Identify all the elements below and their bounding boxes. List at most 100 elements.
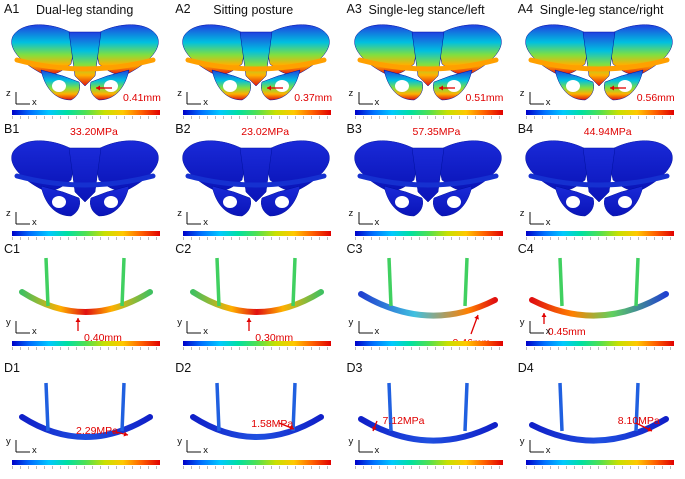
color-scale-ticks — [12, 346, 160, 350]
axis-label-horizontal: x — [32, 445, 37, 457]
axis-label-vertical: y — [177, 316, 182, 328]
panel-label: D2 — [175, 361, 192, 376]
panel-label: C3 — [346, 241, 363, 256]
peak-value: 2.29MPa — [76, 425, 119, 438]
panel-a1: A1 Dual-leg standing 0.41mm z x — [0, 0, 171, 120]
arrow-head — [541, 312, 547, 317]
color-scale-bar — [183, 110, 332, 115]
pelvis-model — [353, 24, 502, 101]
plate-model — [357, 383, 498, 444]
color-scale-bar — [354, 230, 503, 236]
axis-label-vertical: y — [519, 436, 525, 448]
axis-label-vertical: z — [519, 207, 525, 219]
axis-label-horizontal: x — [203, 97, 208, 108]
color-scale-bar — [183, 230, 332, 236]
axis-label-horizontal: x — [545, 97, 551, 108]
axis-label-horizontal: x — [374, 445, 380, 457]
axis-label-vertical: y — [348, 436, 354, 448]
color-scale-ticks — [354, 236, 503, 240]
arrow-head — [609, 85, 614, 91]
pelvis-model — [11, 140, 159, 217]
axis-label-vertical: y — [6, 436, 11, 448]
pelvis-model — [182, 24, 330, 101]
color-scale-bar — [12, 230, 160, 236]
peak-value: 0.37mm — [294, 92, 333, 104]
panel-title: Single-leg stance/right — [539, 3, 664, 17]
axis-label-vertical: z — [519, 88, 525, 99]
panel-label: A1 — [4, 2, 20, 16]
pelvis-model — [11, 24, 159, 101]
plate-model — [19, 383, 153, 441]
panel-graphic — [186, 257, 325, 333]
panel-label: B2 — [175, 121, 191, 136]
axis-label-vertical: z — [6, 88, 11, 99]
axis-label-horizontal: x — [32, 97, 37, 108]
panel-label: D3 — [346, 361, 363, 376]
arrow-head — [647, 427, 652, 432]
axis-label-vertical: z — [177, 207, 182, 219]
panel-c4: C4 0.45mm y x — [514, 240, 685, 360]
panel-graphic — [353, 140, 502, 225]
axis-label-vertical: y — [519, 316, 525, 328]
peak-value: 33.20MPa — [70, 125, 118, 138]
peak-value: 7.12MPa — [382, 415, 425, 428]
arrow-head — [96, 85, 100, 91]
arrow-head — [75, 317, 81, 322]
panel-b2: B2 23.02MPa z x — [171, 120, 342, 240]
color-scale-bar — [525, 460, 674, 466]
panel-d4: D4 8.10MPa y x — [514, 359, 685, 479]
peak-value: 8.10MPa — [617, 415, 660, 428]
color-scale-bar — [525, 230, 674, 236]
axis-label-horizontal: x — [374, 216, 380, 228]
panel-b1: B1 33.20MPa z x — [0, 120, 171, 240]
arrow-head — [438, 85, 443, 91]
axis-label-horizontal: x — [374, 97, 380, 108]
panel-b3: B3 57.35MPa z x — [343, 120, 514, 240]
pelvis-model — [353, 140, 502, 217]
panel-graphic — [11, 24, 159, 105]
plate-model — [19, 257, 153, 315]
panel-title: Single-leg stance/left — [368, 3, 485, 17]
panel-graphic — [182, 140, 330, 225]
color-scale-ticks — [354, 346, 503, 350]
color-scale-bar — [525, 110, 674, 115]
axis-label-horizontal: x — [374, 325, 380, 337]
peak-value: 44.94MPa — [583, 125, 632, 138]
panel-graphic — [528, 257, 669, 333]
color-scale-bar — [354, 460, 503, 466]
panel-title: Sitting posture — [213, 3, 294, 17]
plate-model — [528, 257, 669, 319]
panel-graphic — [11, 140, 159, 225]
color-scale-ticks — [525, 116, 674, 119]
panel-graphic — [182, 24, 330, 105]
axis-label-vertical: z — [348, 207, 354, 219]
axis-label-vertical: z — [177, 88, 182, 99]
panel-graphic — [525, 140, 673, 225]
panel-d2: D2 1.58MPa y x — [171, 359, 342, 479]
color-scale-ticks — [183, 116, 332, 119]
panel-label: B1 — [4, 121, 20, 136]
axis-label-vertical: z — [6, 207, 11, 219]
arrow-head — [289, 425, 295, 431]
panel-c2: C2 0.30mm y x — [171, 240, 342, 360]
panel-graphic — [357, 383, 498, 453]
panel-label: D4 — [517, 361, 534, 376]
color-scale-ticks — [183, 346, 332, 350]
color-scale-bar — [12, 110, 160, 115]
panel-label: B3 — [346, 121, 362, 136]
axis-label-vertical: y — [177, 436, 182, 448]
axis-label-horizontal: x — [203, 325, 208, 337]
color-scale-ticks — [12, 466, 160, 470]
panel-graphic — [525, 24, 673, 105]
peak-value: 23.02MPa — [241, 125, 290, 138]
plate-model — [190, 383, 325, 441]
axis-label-horizontal: x — [32, 325, 37, 337]
color-scale-bar — [183, 460, 332, 466]
peak-value: 0.45mm — [547, 325, 586, 338]
axis-label-vertical: y — [6, 316, 11, 328]
panel-c1: C1 0.40mm y x — [0, 240, 171, 360]
color-scale-bar — [354, 110, 503, 115]
color-scale-ticks — [354, 466, 503, 470]
color-scale-bar — [12, 340, 160, 346]
peak-value: 0.56mm — [636, 92, 675, 104]
